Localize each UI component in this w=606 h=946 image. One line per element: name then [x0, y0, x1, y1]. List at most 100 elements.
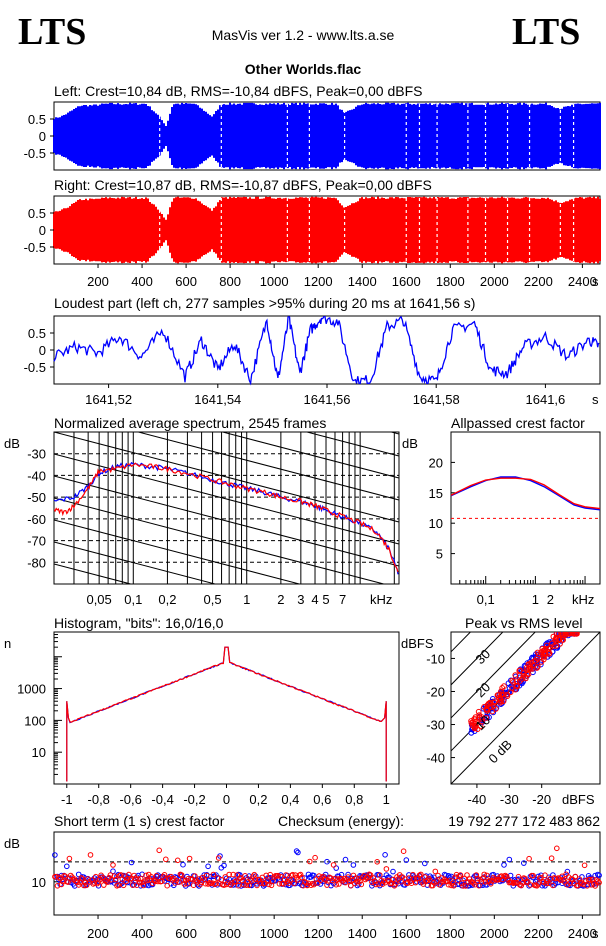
short-crest-point-1-736	[213, 880, 219, 887]
peak-rms-point-0-76	[490, 705, 497, 712]
short-crest-point-1-148	[83, 882, 90, 889]
short-crest-point-0-1540	[390, 868, 396, 875]
peak-rms-point-1-124	[534, 663, 541, 670]
spectrum-slope-3	[305, 432, 399, 457]
short-crest-point-1-1030	[278, 873, 284, 880]
waveform-xtick-label-6: 1400	[348, 274, 377, 289]
short-crest-point-0-2044	[501, 862, 507, 868]
right-waveform-envelope	[53, 196, 601, 264]
loudest-xtick-label-4: 1641,6	[526, 392, 566, 407]
short-crest-point-1-466	[153, 872, 160, 879]
peak-rms-diagonal-4	[451, 632, 600, 784]
peak-rms-point-1-117	[487, 699, 494, 706]
short-crest-point-1-628	[189, 876, 196, 883]
short-crest-point-1-2368	[572, 873, 579, 880]
short-crest-point-1-1186	[312, 854, 318, 861]
short-crest-point-1-1456	[371, 878, 378, 884]
short-crest-point-1-1984	[488, 881, 494, 887]
short-crest-point-1-1816	[451, 883, 457, 889]
left-waveform-title: Left: Crest=10,84 dB, RMS=-10,84 dBFS, P…	[54, 83, 422, 99]
short-crest-point-1-1468	[374, 859, 381, 865]
short-crest-point-1-1396	[358, 881, 365, 888]
short-crest-point-1-1918	[473, 872, 480, 878]
loudest-ytick-label-2: -0.5	[24, 360, 46, 375]
crest-series-1	[450, 477, 601, 510]
short-crest-point-1-1510	[383, 866, 390, 872]
loudest-ytick-label-1: 0	[39, 343, 46, 358]
spectrum-slope-8	[54, 475, 399, 567]
peak-rms-diagonal-label-0: 40	[472, 613, 493, 634]
peak-rms-point-1-75	[479, 716, 485, 722]
short-crest-point-1-1708	[427, 877, 433, 884]
short-crest-point-1-922	[254, 882, 260, 889]
short-crest-xtick-label-7: 1600	[392, 926, 421, 941]
short-crest-point-1-2470	[595, 878, 601, 885]
crest-ytick-label-0: 20	[429, 455, 443, 470]
peak-rms-diagonal-label-1: 30	[472, 646, 493, 667]
spectrum-xtick-label-8: 5	[322, 592, 329, 607]
waveform-xtick-label-7: 1600	[392, 274, 421, 289]
short-crest-point-1-2284	[554, 845, 560, 852]
peak-rms-point-1-98	[516, 667, 523, 674]
peak-rms-diagonal-label-4: 0 dB	[485, 737, 515, 767]
short-crest-ylabel: dB	[4, 836, 20, 851]
short-crest-point-1-1054	[283, 872, 289, 878]
left-waveform-ytick-label-2: -0.5	[24, 146, 46, 161]
short-crest-point-0-586	[180, 861, 186, 868]
short-crest-point-1-130	[79, 876, 86, 882]
histogram-xtick-label-0: -1	[61, 792, 73, 807]
short-crest-xtick-label-0: 200	[87, 926, 109, 941]
histogram-ytick-label-1: 100	[24, 713, 46, 728]
peak-rms-ytick-label-3: -40	[426, 751, 445, 766]
short-crest-point-1-1234	[322, 877, 329, 883]
peak-rms-point-1-90	[504, 693, 511, 699]
peak-rms-xtick-label-2: -20	[532, 792, 551, 807]
spectrum-xtick-label-7: 4	[311, 592, 318, 607]
short-crest-point-1-472	[155, 878, 161, 885]
loudest-part-title: Loudest part (left ch, 277 samples >95% …	[54, 295, 475, 311]
waveform-xtick-label-0: 200	[87, 274, 109, 289]
spectrum-slope-9	[54, 497, 386, 584]
short-crest-point-1-1120	[297, 871, 304, 878]
short-crest-point-1-562	[174, 857, 181, 864]
short-crest-xtick-label-4: 1000	[260, 926, 289, 941]
short-crest-point-0-886	[246, 873, 252, 879]
spectrum-slope-6	[54, 432, 399, 523]
short-crest-point-1-106	[74, 879, 81, 886]
peak-rms-ytick-label-1: -20	[426, 684, 445, 699]
spectrum-ytick-label-4: -70	[27, 534, 46, 549]
peak-rms-point-1-145	[512, 672, 519, 678]
spectrum-slope-11	[54, 541, 217, 584]
short-crest-point-1-424	[144, 877, 151, 884]
peak-rms-point-1-122	[501, 683, 507, 690]
peak-rms-ytick-label-2: -30	[426, 718, 445, 733]
spectrum-ytick-label-3: -60	[27, 512, 46, 527]
short-crest-point-1-1378	[354, 878, 361, 885]
app-title: MasVis ver 1.2 - www.lts.a.se	[212, 27, 395, 43]
short-crest-point-0-2476	[596, 872, 602, 879]
short-crest-point-1-442	[148, 874, 155, 880]
spectrum-slope-16	[54, 652, 399, 742]
short-crest-point-0-1324	[342, 856, 349, 863]
short-crest-point-0-352	[128, 859, 135, 866]
short-crest-point-1-280	[112, 876, 119, 883]
short-crest-xtick-label-6: 1400	[348, 926, 377, 941]
crest-series-0	[450, 476, 601, 511]
short-crest-point-1-1288	[334, 876, 341, 882]
peak-rms-point-1-123	[517, 678, 523, 684]
short-crest-point-1-1084	[289, 871, 296, 878]
loudest-xtick-label-3: 1641,58	[413, 392, 460, 407]
peak-rms-point-1-143	[559, 634, 566, 641]
short-crest-point-1-1876	[464, 872, 470, 878]
histogram-series-1	[66, 646, 387, 782]
short-crest-point-1-22	[56, 874, 62, 881]
crest-frame	[450, 431, 601, 585]
short-crest-xtick-label-3: 800	[219, 926, 241, 941]
checksum-value: 19 792 277 172 483 862	[448, 813, 600, 829]
peak-rms-xlabel: dBFS	[562, 792, 595, 807]
peak-rms-diagonal-2	[451, 632, 536, 719]
short-crest-point-1-346	[127, 876, 133, 883]
short-crest-point-1-1852	[458, 880, 465, 887]
loudest-xtick-label-0: 1641,52	[85, 392, 132, 407]
